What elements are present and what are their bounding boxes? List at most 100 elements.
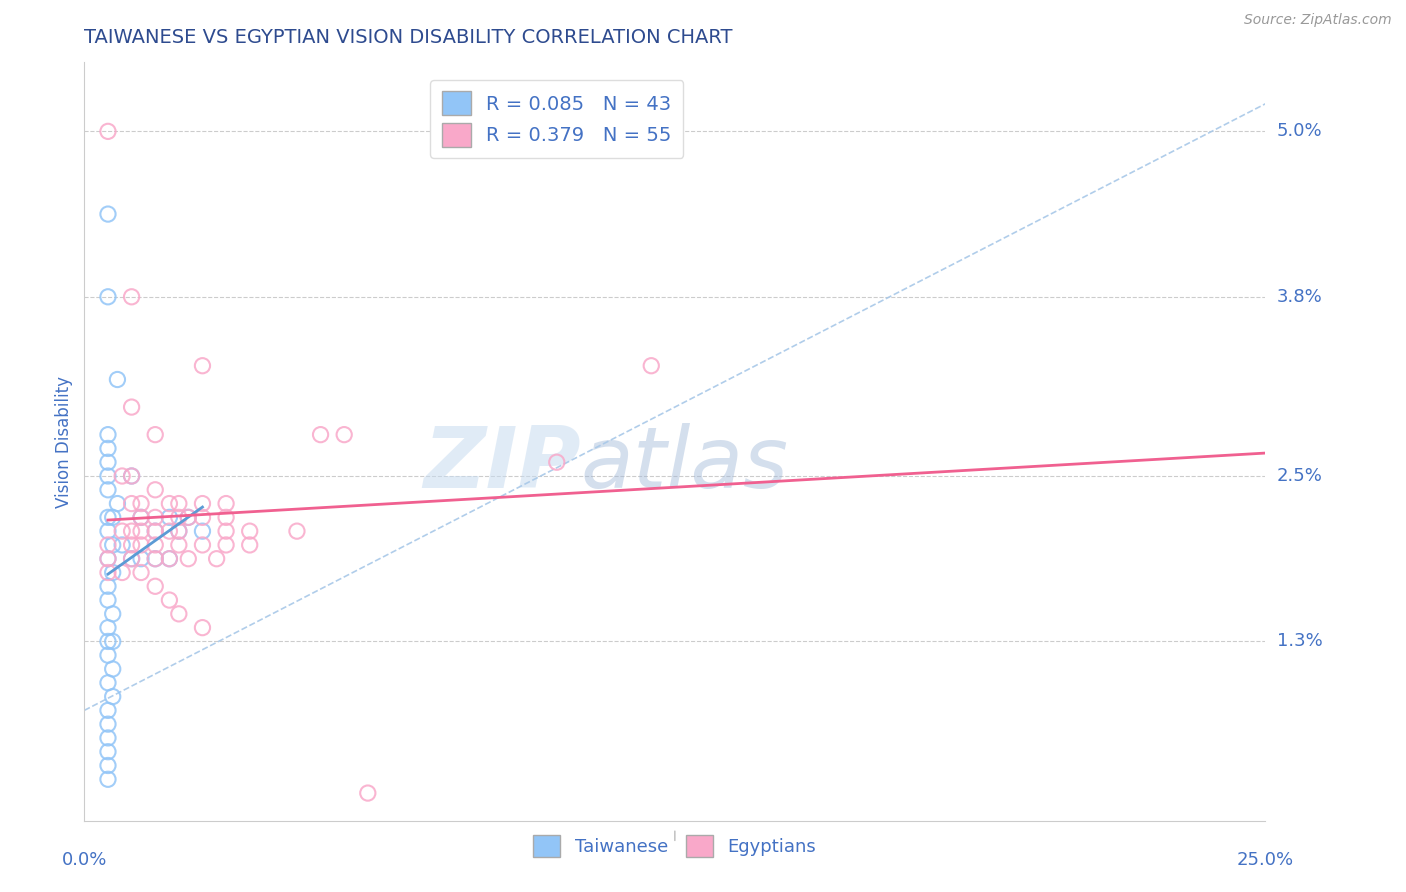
Point	[97, 455, 120, 469]
Point	[640, 359, 662, 373]
Point	[97, 772, 120, 787]
Point	[97, 483, 120, 497]
Legend: Taiwanese, Egyptians: Taiwanese, Egyptians	[526, 828, 824, 864]
Point	[129, 566, 152, 580]
Y-axis label: Vision Disability: Vision Disability	[55, 376, 73, 508]
Point	[129, 510, 152, 524]
Point	[101, 538, 124, 552]
Point	[167, 524, 190, 538]
Point	[97, 551, 120, 566]
Point	[129, 524, 152, 538]
Point	[97, 510, 120, 524]
Point	[97, 731, 120, 745]
Point	[157, 524, 180, 538]
Point	[239, 524, 262, 538]
Text: 25.0%: 25.0%	[1237, 851, 1294, 869]
Point	[191, 524, 214, 538]
Point	[143, 524, 166, 538]
Point	[177, 510, 200, 524]
Point	[129, 497, 152, 511]
Point	[97, 124, 120, 138]
Text: 1.3%: 1.3%	[1277, 632, 1322, 650]
Point	[97, 427, 120, 442]
Point	[143, 524, 166, 538]
Point	[97, 566, 120, 580]
Point	[143, 538, 166, 552]
Point	[143, 483, 166, 497]
Point	[143, 579, 166, 593]
Point	[101, 566, 124, 580]
Point	[357, 786, 380, 800]
Point	[101, 690, 124, 704]
Point	[167, 524, 190, 538]
Text: 3.8%: 3.8%	[1277, 288, 1322, 306]
Point	[121, 400, 143, 414]
Point	[177, 551, 200, 566]
Point	[97, 634, 120, 648]
Point	[111, 469, 134, 483]
Point	[129, 510, 152, 524]
Point	[97, 207, 120, 221]
Point	[97, 593, 120, 607]
Point	[101, 510, 124, 524]
Point	[97, 621, 120, 635]
Point	[215, 538, 238, 552]
Point	[167, 538, 190, 552]
Point	[107, 497, 129, 511]
Point	[143, 427, 166, 442]
Text: TAIWANESE VS EGYPTIAN VISION DISABILITY CORRELATION CHART: TAIWANESE VS EGYPTIAN VISION DISABILITY …	[84, 28, 733, 47]
Point	[191, 538, 214, 552]
Point	[111, 524, 134, 538]
Point	[205, 551, 228, 566]
Point	[157, 551, 180, 566]
Point	[191, 621, 214, 635]
Point	[157, 593, 180, 607]
Point	[121, 538, 143, 552]
Point	[143, 551, 166, 566]
Point	[97, 717, 120, 731]
Point	[546, 455, 568, 469]
Point	[121, 524, 143, 538]
Point	[333, 427, 356, 442]
Point	[129, 551, 152, 566]
Point	[97, 290, 120, 304]
Point	[129, 538, 152, 552]
Point	[215, 510, 238, 524]
Point	[97, 675, 120, 690]
Point	[215, 524, 238, 538]
Point	[215, 497, 238, 511]
Text: 2.5%: 2.5%	[1277, 467, 1323, 485]
Point	[143, 510, 166, 524]
Point	[101, 607, 124, 621]
Point	[167, 510, 190, 524]
Point	[121, 551, 143, 566]
Point	[101, 634, 124, 648]
Point	[191, 497, 214, 511]
Point	[167, 607, 190, 621]
Point	[97, 538, 120, 552]
Point	[309, 427, 332, 442]
Point	[97, 579, 120, 593]
Point	[121, 469, 143, 483]
Point	[121, 497, 143, 511]
Point	[177, 510, 200, 524]
Point	[111, 538, 134, 552]
Point	[239, 538, 262, 552]
Point	[143, 551, 166, 566]
Point	[121, 551, 143, 566]
Point	[191, 359, 214, 373]
Point	[111, 566, 134, 580]
Point	[157, 551, 180, 566]
Text: Source: ZipAtlas.com: Source: ZipAtlas.com	[1244, 13, 1392, 28]
Point	[101, 662, 124, 676]
Point	[97, 758, 120, 772]
Point	[107, 372, 129, 386]
Point	[285, 524, 308, 538]
Point	[121, 469, 143, 483]
Point	[167, 497, 190, 511]
Point	[191, 510, 214, 524]
Point	[97, 551, 120, 566]
Text: atlas: atlas	[581, 423, 789, 506]
Point	[157, 497, 180, 511]
Point	[121, 290, 143, 304]
